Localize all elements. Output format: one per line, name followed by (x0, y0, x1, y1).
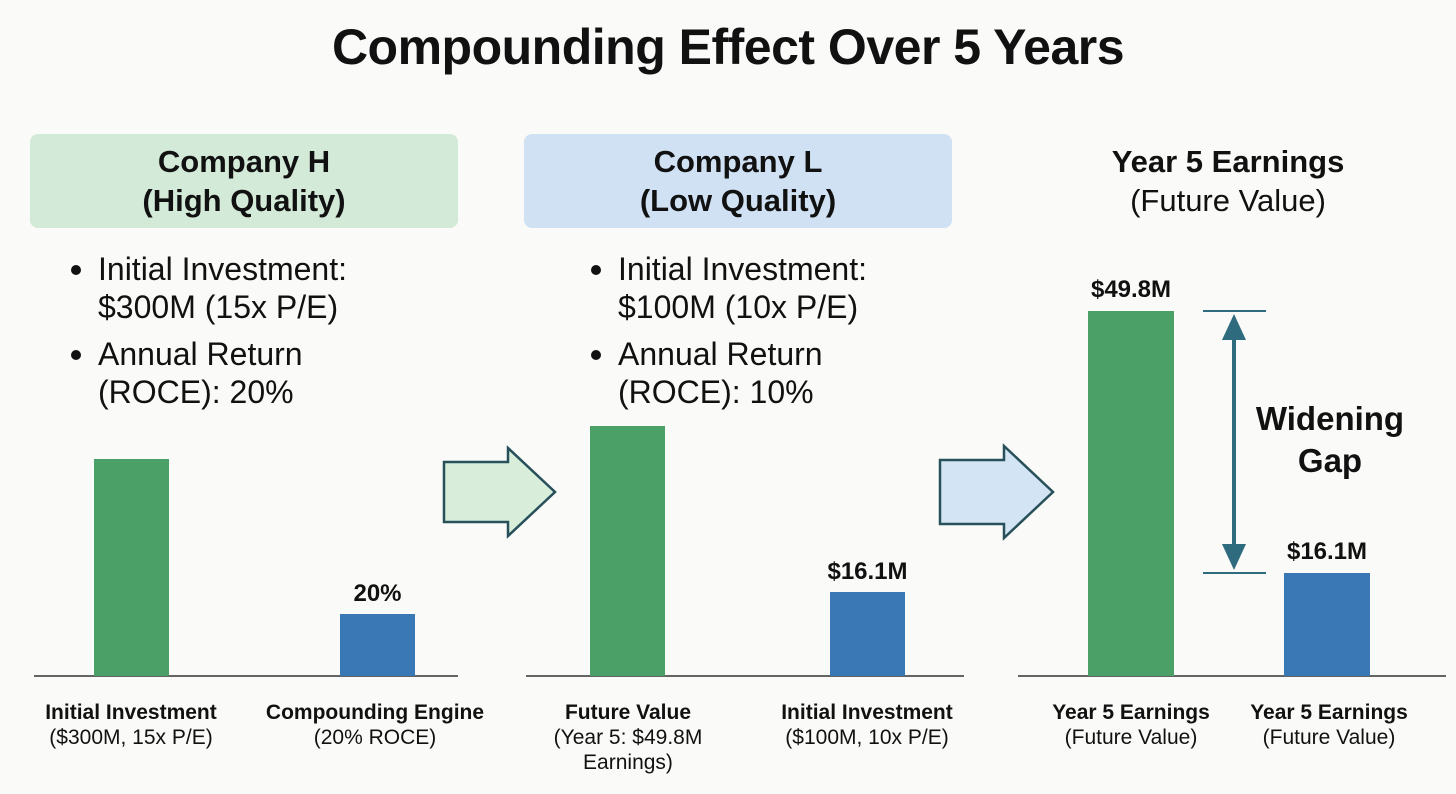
bar-caption-sub: (Future Value) (1262, 726, 1396, 749)
bar-caption-sub: (Future Value) (1064, 726, 1198, 749)
right-arrow-icon (938, 443, 1055, 541)
gap-arrow-up-icon (1222, 314, 1246, 340)
bar-h-initial-investment (94, 459, 169, 676)
bar-caption-title: Initial Investment (45, 701, 217, 724)
company-h-bullets: Initial Investment: $300M (15x P/E) Annu… (66, 250, 426, 420)
widening-gap-line1: Widening (1255, 400, 1405, 437)
value-label: $16.1M (1286, 538, 1368, 565)
bar-caption: Year 5 Earnings (Future Value) (1234, 700, 1424, 750)
widening-gap-line2: Gap (1297, 442, 1363, 479)
page-title: Compounding Effect Over 5 Years (331, 19, 1125, 75)
bar-year5-blue (1284, 573, 1370, 676)
right-arrow-icon (442, 445, 557, 539)
value-label: $16.1M (827, 558, 908, 585)
year5-heading-line1: Year 5 Earnings (1111, 144, 1345, 179)
bar-caption-sub: (Year 5: $49.8M Earnings) (553, 726, 703, 774)
company-l-heading-line2: (Low Quality) (639, 183, 837, 218)
company-h-heading-line2: (High Quality) (142, 183, 346, 218)
year5-header: Year 5 Earnings (Future Value) (1010, 134, 1446, 228)
bar-caption: Compounding Engine (20% ROCE) (252, 700, 498, 750)
bar-caption-title: Compounding Engine (265, 701, 485, 724)
bar-caption-sub: ($300M, 15x P/E) (49, 726, 213, 749)
bar-l-initial-investment (830, 592, 905, 676)
bar-caption: Year 5 Earnings (Future Value) (1036, 700, 1226, 750)
bullet-item: Annual Return (ROCE): 10% (586, 335, 946, 411)
bar-caption-sub: ($100M, 10x P/E) (785, 726, 949, 749)
bar-caption-title: Future Value (564, 701, 692, 724)
bullet-item: Annual Return (ROCE): 20% (66, 335, 426, 411)
bar-caption: Initial Investment ($300M, 15x P/E) (16, 700, 246, 750)
company-h-heading-line1: Company H (157, 144, 331, 179)
company-l-bullets: Initial Investment: $100M (10x P/E) Annu… (586, 250, 946, 420)
bar-l-future-value (590, 426, 665, 676)
value-label: 20% (353, 580, 402, 607)
gap-arrow-down-icon (1222, 544, 1246, 570)
bar-caption-title: Year 5 Earnings (1250, 701, 1408, 724)
widening-gap-label: Widening Gap (1248, 398, 1412, 482)
bar-caption-title: Year 5 Earnings (1052, 701, 1210, 724)
bar-h-compounding-engine (340, 614, 415, 676)
year5-heading-line2: (Future Value) (1130, 183, 1326, 218)
company-l-header: Company L (Low Quality) (524, 134, 952, 228)
bullet-item: Initial Investment: $300M (15x P/E) (66, 250, 426, 326)
bar-year5-green (1088, 311, 1174, 676)
bar-caption-sub: (20% ROCE) (313, 726, 437, 749)
bullet-item: Initial Investment: $100M (10x P/E) (586, 250, 946, 326)
value-label: $49.8M (1090, 276, 1172, 303)
company-h-header: Company H (High Quality) (30, 134, 458, 228)
bar-caption: Initial Investment ($100M, 10x P/E) (762, 700, 972, 750)
bar-caption-title: Initial Investment (781, 701, 953, 724)
bar-caption: Future Value (Year 5: $49.8M Earnings) (528, 700, 728, 775)
company-l-heading-line1: Company L (653, 144, 823, 179)
